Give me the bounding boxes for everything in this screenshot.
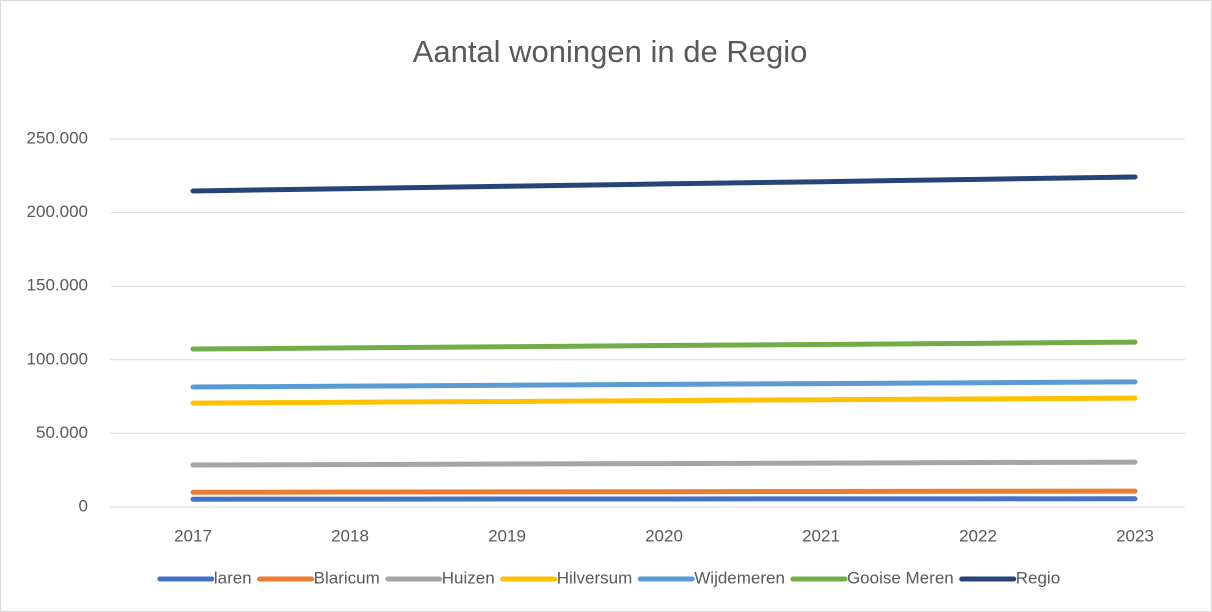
chart-title: Aantal woningen in de Regio [413,34,808,69]
legend-label: Blaricum [314,568,380,587]
series-line [190,459,1138,468]
x-tick-label: 2021 [802,526,840,545]
y-tick-label: 100.000 [27,349,88,368]
x-tick-label: 2018 [331,526,369,545]
legend-label: Gooise Meren [847,568,954,587]
series-line [190,379,1138,390]
legend: laren Blaricum Huizen Hilversum Wijdemeren Go… [157,568,1060,587]
x-tick-label: 2022 [959,526,997,545]
y-tick-label: 250.000 [27,128,88,147]
legend-label: Hilversum [557,568,633,587]
legend-label: Wijdemeren [694,568,785,587]
legend-label: laren [214,568,252,587]
series-line [190,339,1138,352]
x-tick-label: 2023 [1116,526,1154,545]
series-line [190,488,1138,495]
y-tick-label: 50.000 [36,423,88,442]
series-line [190,174,1138,194]
legend-label: Huizen [442,568,495,587]
x-tick-label: 2020 [645,526,683,545]
legend-label: Regio [1016,568,1060,587]
y-tick-label: 0 [79,496,88,515]
x-tick-label: 2019 [488,526,526,545]
series-line [190,395,1138,406]
x-tick-label: 2017 [174,526,212,545]
y-tick-label: 200.000 [27,202,88,221]
y-tick-label: 150.000 [27,276,88,295]
